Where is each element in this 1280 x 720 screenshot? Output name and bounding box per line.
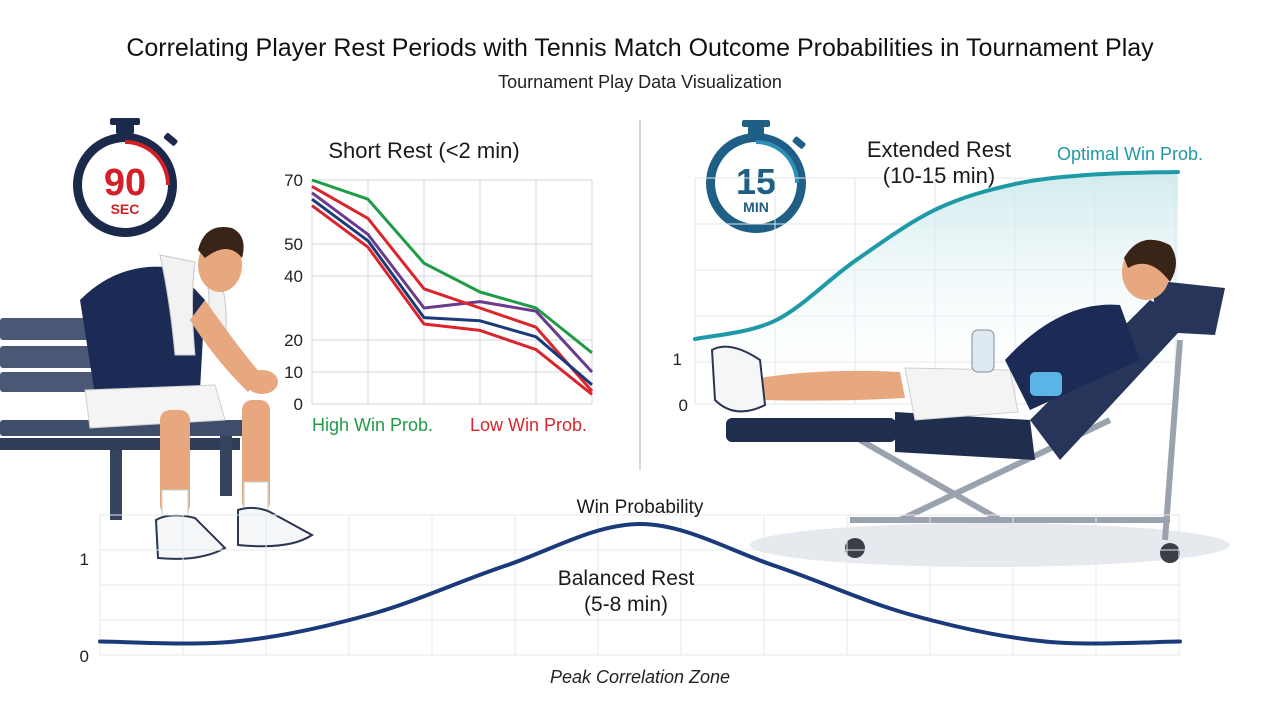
short-series-1-purple	[311, 191, 594, 374]
short-rest-lines	[311, 178, 594, 396]
timer-15-unit: MIN	[743, 199, 769, 215]
short-y-tick-70: 70	[284, 171, 303, 190]
short-rest-title: Short Rest (<2 min)	[328, 138, 519, 163]
extended-y-tick-1: 1	[673, 350, 682, 369]
balanced-rest-grid	[99, 514, 1180, 656]
short-rest-y-ticks: 0 10 20 40 50 70	[284, 171, 303, 414]
extended-rest-title-line1: Extended Rest	[867, 137, 1011, 162]
short-series-0-green	[311, 178, 593, 354]
short-series-2-red	[311, 185, 594, 393]
page-subtitle: Tournament Play Data Visualization	[498, 72, 782, 92]
balanced-rest-title: Win Probability	[577, 497, 704, 518]
short-y-tick-40: 40	[284, 267, 303, 286]
balanced-y-tick-0: 0	[80, 647, 89, 666]
balanced-x-label: Peak Correlation Zone	[550, 667, 730, 687]
short-rest-grid	[311, 179, 593, 405]
short-series-4-red	[311, 204, 593, 396]
optimal-win-label: Optimal Win Prob.	[1057, 144, 1203, 164]
balanced-rest-label-line2: (5-8 min)	[584, 593, 668, 616]
resting-player-illustration	[710, 239, 1230, 567]
legend-low-win: Low Win Prob.	[470, 415, 587, 435]
short-y-tick-10: 10	[284, 363, 303, 382]
tired-player-illustration	[80, 226, 314, 560]
page-title: Correlating Player Rest Periods with Ten…	[126, 34, 1154, 62]
short-y-tick-50: 50	[284, 235, 303, 254]
legend-high-win: High Win Prob.	[312, 415, 433, 435]
timer-90-value: 90	[104, 162, 146, 204]
stopwatch-90-icon: 90 SEC	[73, 118, 178, 237]
balanced-y-tick-1: 1	[80, 550, 89, 569]
short-y-tick-0: 0	[294, 395, 303, 414]
extended-rest-title-line2: (10-15 min)	[883, 163, 995, 188]
short-series-3-navy	[311, 197, 593, 386]
timer-15-value: 15	[736, 161, 776, 202]
balanced-rest-line	[98, 521, 1182, 646]
stopwatch-15-icon: 15 MIN	[706, 120, 806, 233]
extended-y-tick-0: 0	[679, 396, 688, 415]
extended-rest-line	[693, 170, 1180, 342]
short-y-tick-20: 20	[284, 331, 303, 350]
timer-90-unit: SEC	[111, 201, 140, 217]
balanced-rest-label-line1: Balanced Rest	[558, 567, 695, 590]
